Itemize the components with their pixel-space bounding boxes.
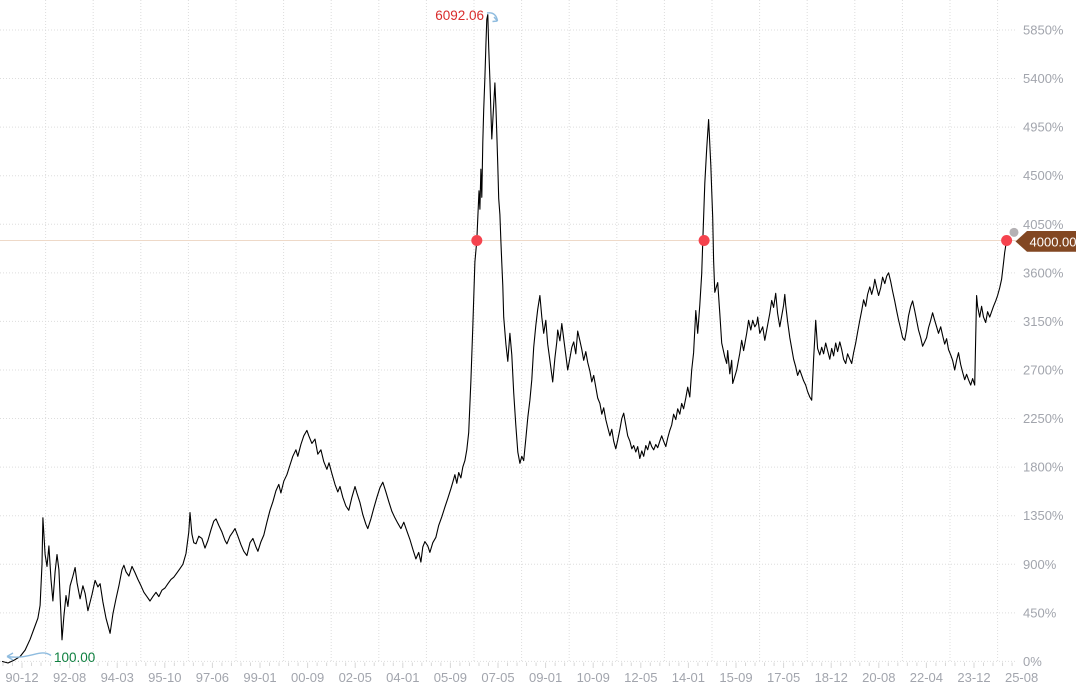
grid-vertical-lines bbox=[45, 0, 999, 662]
x-axis-label: 20-08 bbox=[862, 670, 895, 685]
y-axis-label: 1350% bbox=[1023, 508, 1064, 523]
x-axis-label: 15-09 bbox=[719, 670, 752, 685]
price-axis-labels[interactable]: 0% 450% 900% 1350% 1800% 2250% 2700% 3150% 3600%… bbox=[1023, 22, 1064, 668]
y-axis-label: 4050% bbox=[1023, 217, 1064, 232]
start-value-label: 100.00 bbox=[54, 650, 95, 665]
price-cross-dot bbox=[471, 234, 483, 246]
x-axis-label: 02-05 bbox=[339, 670, 372, 685]
price-tag-shape bbox=[1015, 231, 1076, 252]
price-cross-dot bbox=[698, 234, 710, 246]
x-axis-label: 99-01 bbox=[243, 670, 276, 685]
x-axis-label: 22-04 bbox=[910, 670, 943, 685]
y-axis-label: 3600% bbox=[1023, 265, 1064, 280]
start-annotation: 100.00 bbox=[6, 650, 95, 665]
latest-value-dot bbox=[1009, 227, 1019, 237]
price-tag: 4000.00 bbox=[1015, 231, 1076, 252]
y-axis-label: 4500% bbox=[1023, 168, 1064, 183]
x-axis-label: 00-09 bbox=[291, 670, 324, 685]
y-axis-label: 4950% bbox=[1023, 120, 1064, 135]
peak-annotation: 6092.06 bbox=[435, 8, 499, 23]
x-axis-label: 25-08 bbox=[1005, 670, 1038, 685]
y-axis-label: 1800% bbox=[1023, 460, 1064, 475]
price-tag-value: 4000.00 bbox=[1030, 235, 1076, 250]
x-axis-label: 18-12 bbox=[815, 670, 848, 685]
x-axis-label: 12-05 bbox=[624, 670, 657, 685]
start-arrow-icon bbox=[6, 652, 52, 661]
price-series-line bbox=[1, 14, 1008, 664]
x-axis-label: 09-01 bbox=[529, 670, 562, 685]
time-axis-ticks bbox=[2, 662, 1013, 668]
y-axis-label: 5400% bbox=[1023, 71, 1064, 86]
x-axis-label: 90-12 bbox=[5, 670, 38, 685]
peak-value-label: 6092.06 bbox=[435, 8, 484, 23]
x-axis-label: 17-05 bbox=[767, 670, 800, 685]
x-axis-label: 07-05 bbox=[481, 670, 514, 685]
peak-arrow-icon bbox=[486, 12, 499, 23]
time-axis-labels[interactable]: 90-12 92-08 94-03 95-10 97-06 99-01 00-09 02-05… bbox=[5, 670, 1038, 685]
x-axis-label: 10-09 bbox=[577, 670, 610, 685]
price-cross-dot bbox=[1001, 234, 1013, 246]
y-axis-label: 3150% bbox=[1023, 314, 1064, 329]
y-axis-label: 2700% bbox=[1023, 362, 1064, 377]
y-axis-label: 2250% bbox=[1023, 411, 1064, 426]
x-axis-label: 05-09 bbox=[434, 670, 467, 685]
x-axis-label: 97-06 bbox=[196, 670, 229, 685]
x-axis-label: 92-08 bbox=[53, 670, 86, 685]
price-cross-markers bbox=[471, 234, 1013, 246]
y-axis-label: 5850% bbox=[1023, 22, 1064, 37]
grid-horizontal-lines bbox=[0, 29, 1016, 662]
x-axis-label: 23-12 bbox=[957, 670, 990, 685]
x-axis-label: 95-10 bbox=[148, 670, 181, 685]
x-axis-label: 14-01 bbox=[672, 670, 705, 685]
y-axis-label: 450% bbox=[1023, 605, 1057, 620]
y-axis-label: 900% bbox=[1023, 557, 1057, 572]
y-axis-label: 0% bbox=[1023, 654, 1042, 669]
x-axis-label: 04-01 bbox=[386, 670, 419, 685]
x-axis-label: 94-03 bbox=[101, 670, 134, 685]
